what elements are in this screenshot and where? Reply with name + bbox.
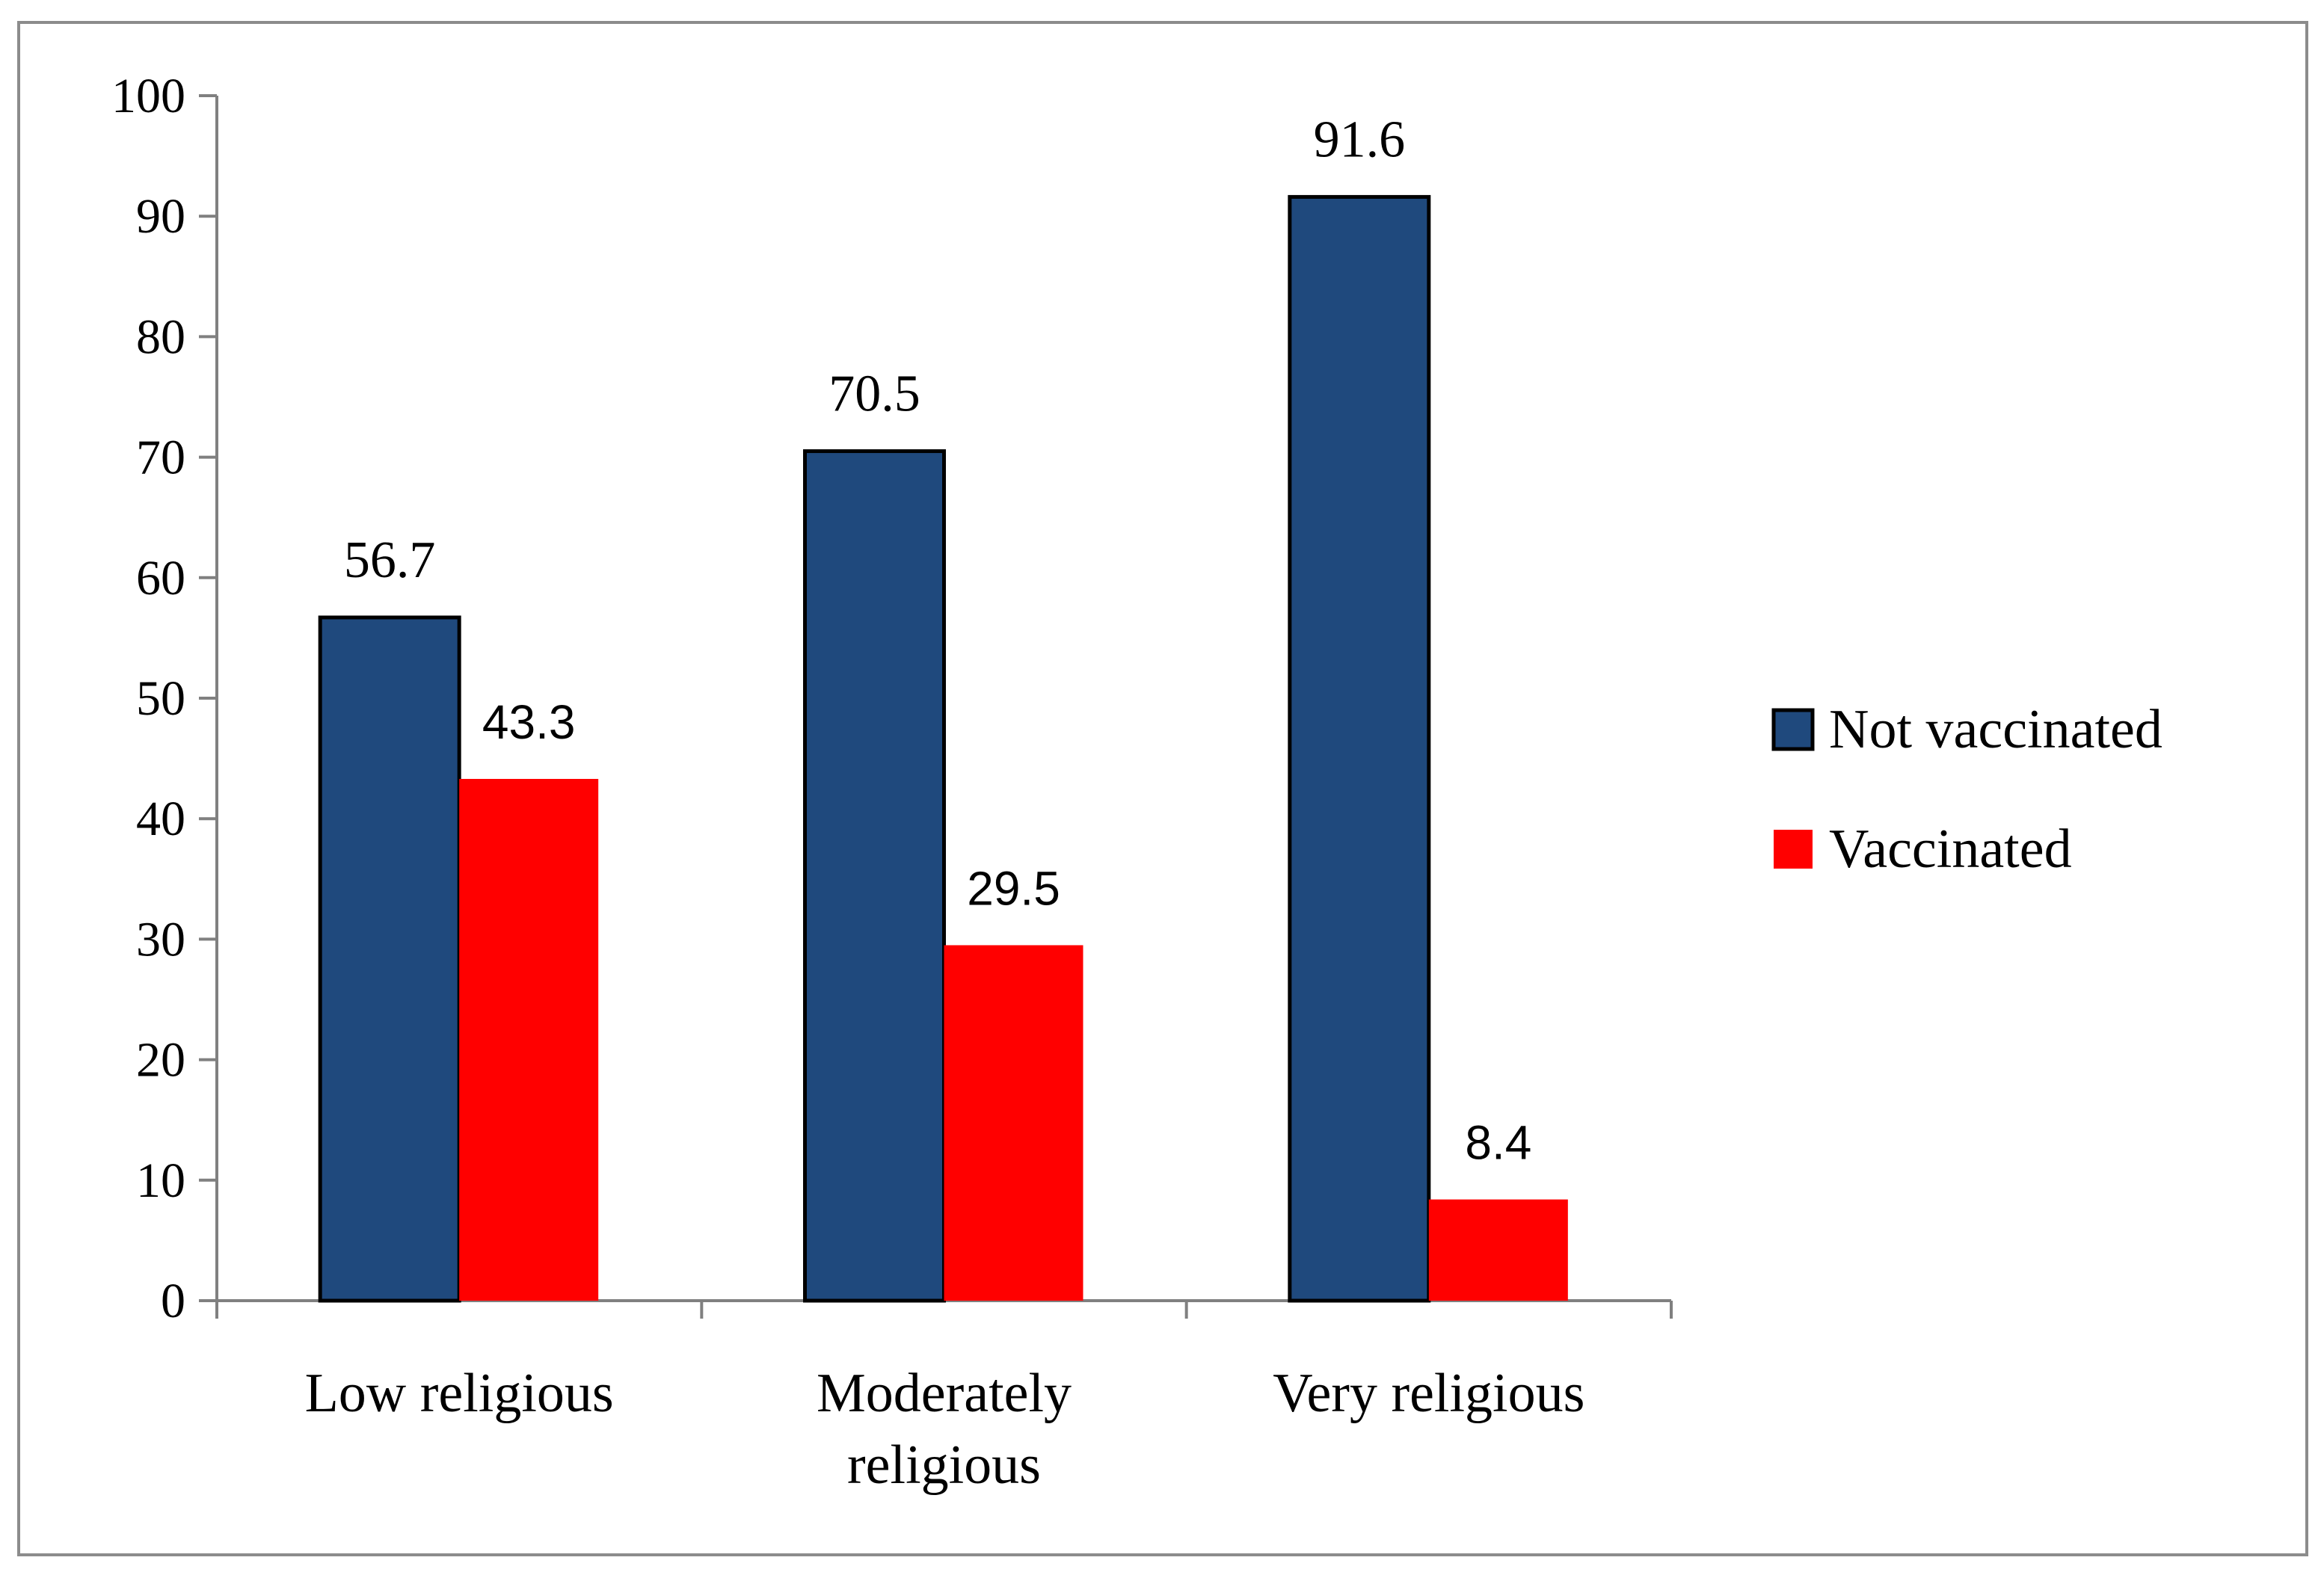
y-axis: 0 10 20 30 40 50 60 70 80 90 100 xyxy=(111,69,218,1328)
y-tick-label: 60 xyxy=(136,551,185,605)
bar-not-vaccinated xyxy=(318,615,461,1303)
legend-swatch-not-vaccinated xyxy=(1771,708,1815,751)
y-tick-label: 10 xyxy=(136,1153,185,1208)
bar-vaccinated xyxy=(944,945,1083,1301)
y-tick-label: 90 xyxy=(136,189,185,244)
data-label: 70.5 xyxy=(829,366,920,423)
bars-group xyxy=(318,194,1568,1303)
y-tick-label: 30 xyxy=(136,912,185,967)
data-label: 91.6 xyxy=(1314,111,1406,168)
data-label: 8.4 xyxy=(1465,1116,1531,1170)
data-label: 43.3 xyxy=(482,695,576,749)
value-labels-group: 56.7 70.5 91.6 43.3 29.5 8.4 xyxy=(344,111,1531,1169)
y-tick-label: 20 xyxy=(136,1033,185,1088)
data-label: 56.7 xyxy=(344,531,436,589)
legend-label: Not vaccinated xyxy=(1829,699,2162,760)
legend: Not vaccinated Vaccinated xyxy=(1771,699,2162,880)
y-tick-label: 0 xyxy=(161,1274,185,1328)
bar-vaccinated xyxy=(1428,1199,1568,1301)
y-tick-label: 80 xyxy=(136,309,185,364)
x-category-label: religious xyxy=(847,1434,1041,1496)
data-label: 29.5 xyxy=(967,861,1060,915)
bar-not-vaccinated xyxy=(1288,194,1431,1303)
y-tick-label: 70 xyxy=(136,431,185,485)
y-tick-label: 40 xyxy=(136,792,185,846)
legend-label: Vaccinated xyxy=(1829,819,2072,880)
legend-swatch-vaccinated xyxy=(1774,830,1813,869)
x-category-label: Low religious xyxy=(305,1363,614,1424)
y-tick-label: 50 xyxy=(136,671,185,726)
x-category-label: Moderately xyxy=(817,1363,1072,1424)
y-tick-label: 100 xyxy=(111,69,185,123)
x-category-label: Very religious xyxy=(1273,1363,1584,1424)
bar-not-vaccinated xyxy=(803,449,946,1303)
bar-vaccinated xyxy=(459,779,599,1301)
